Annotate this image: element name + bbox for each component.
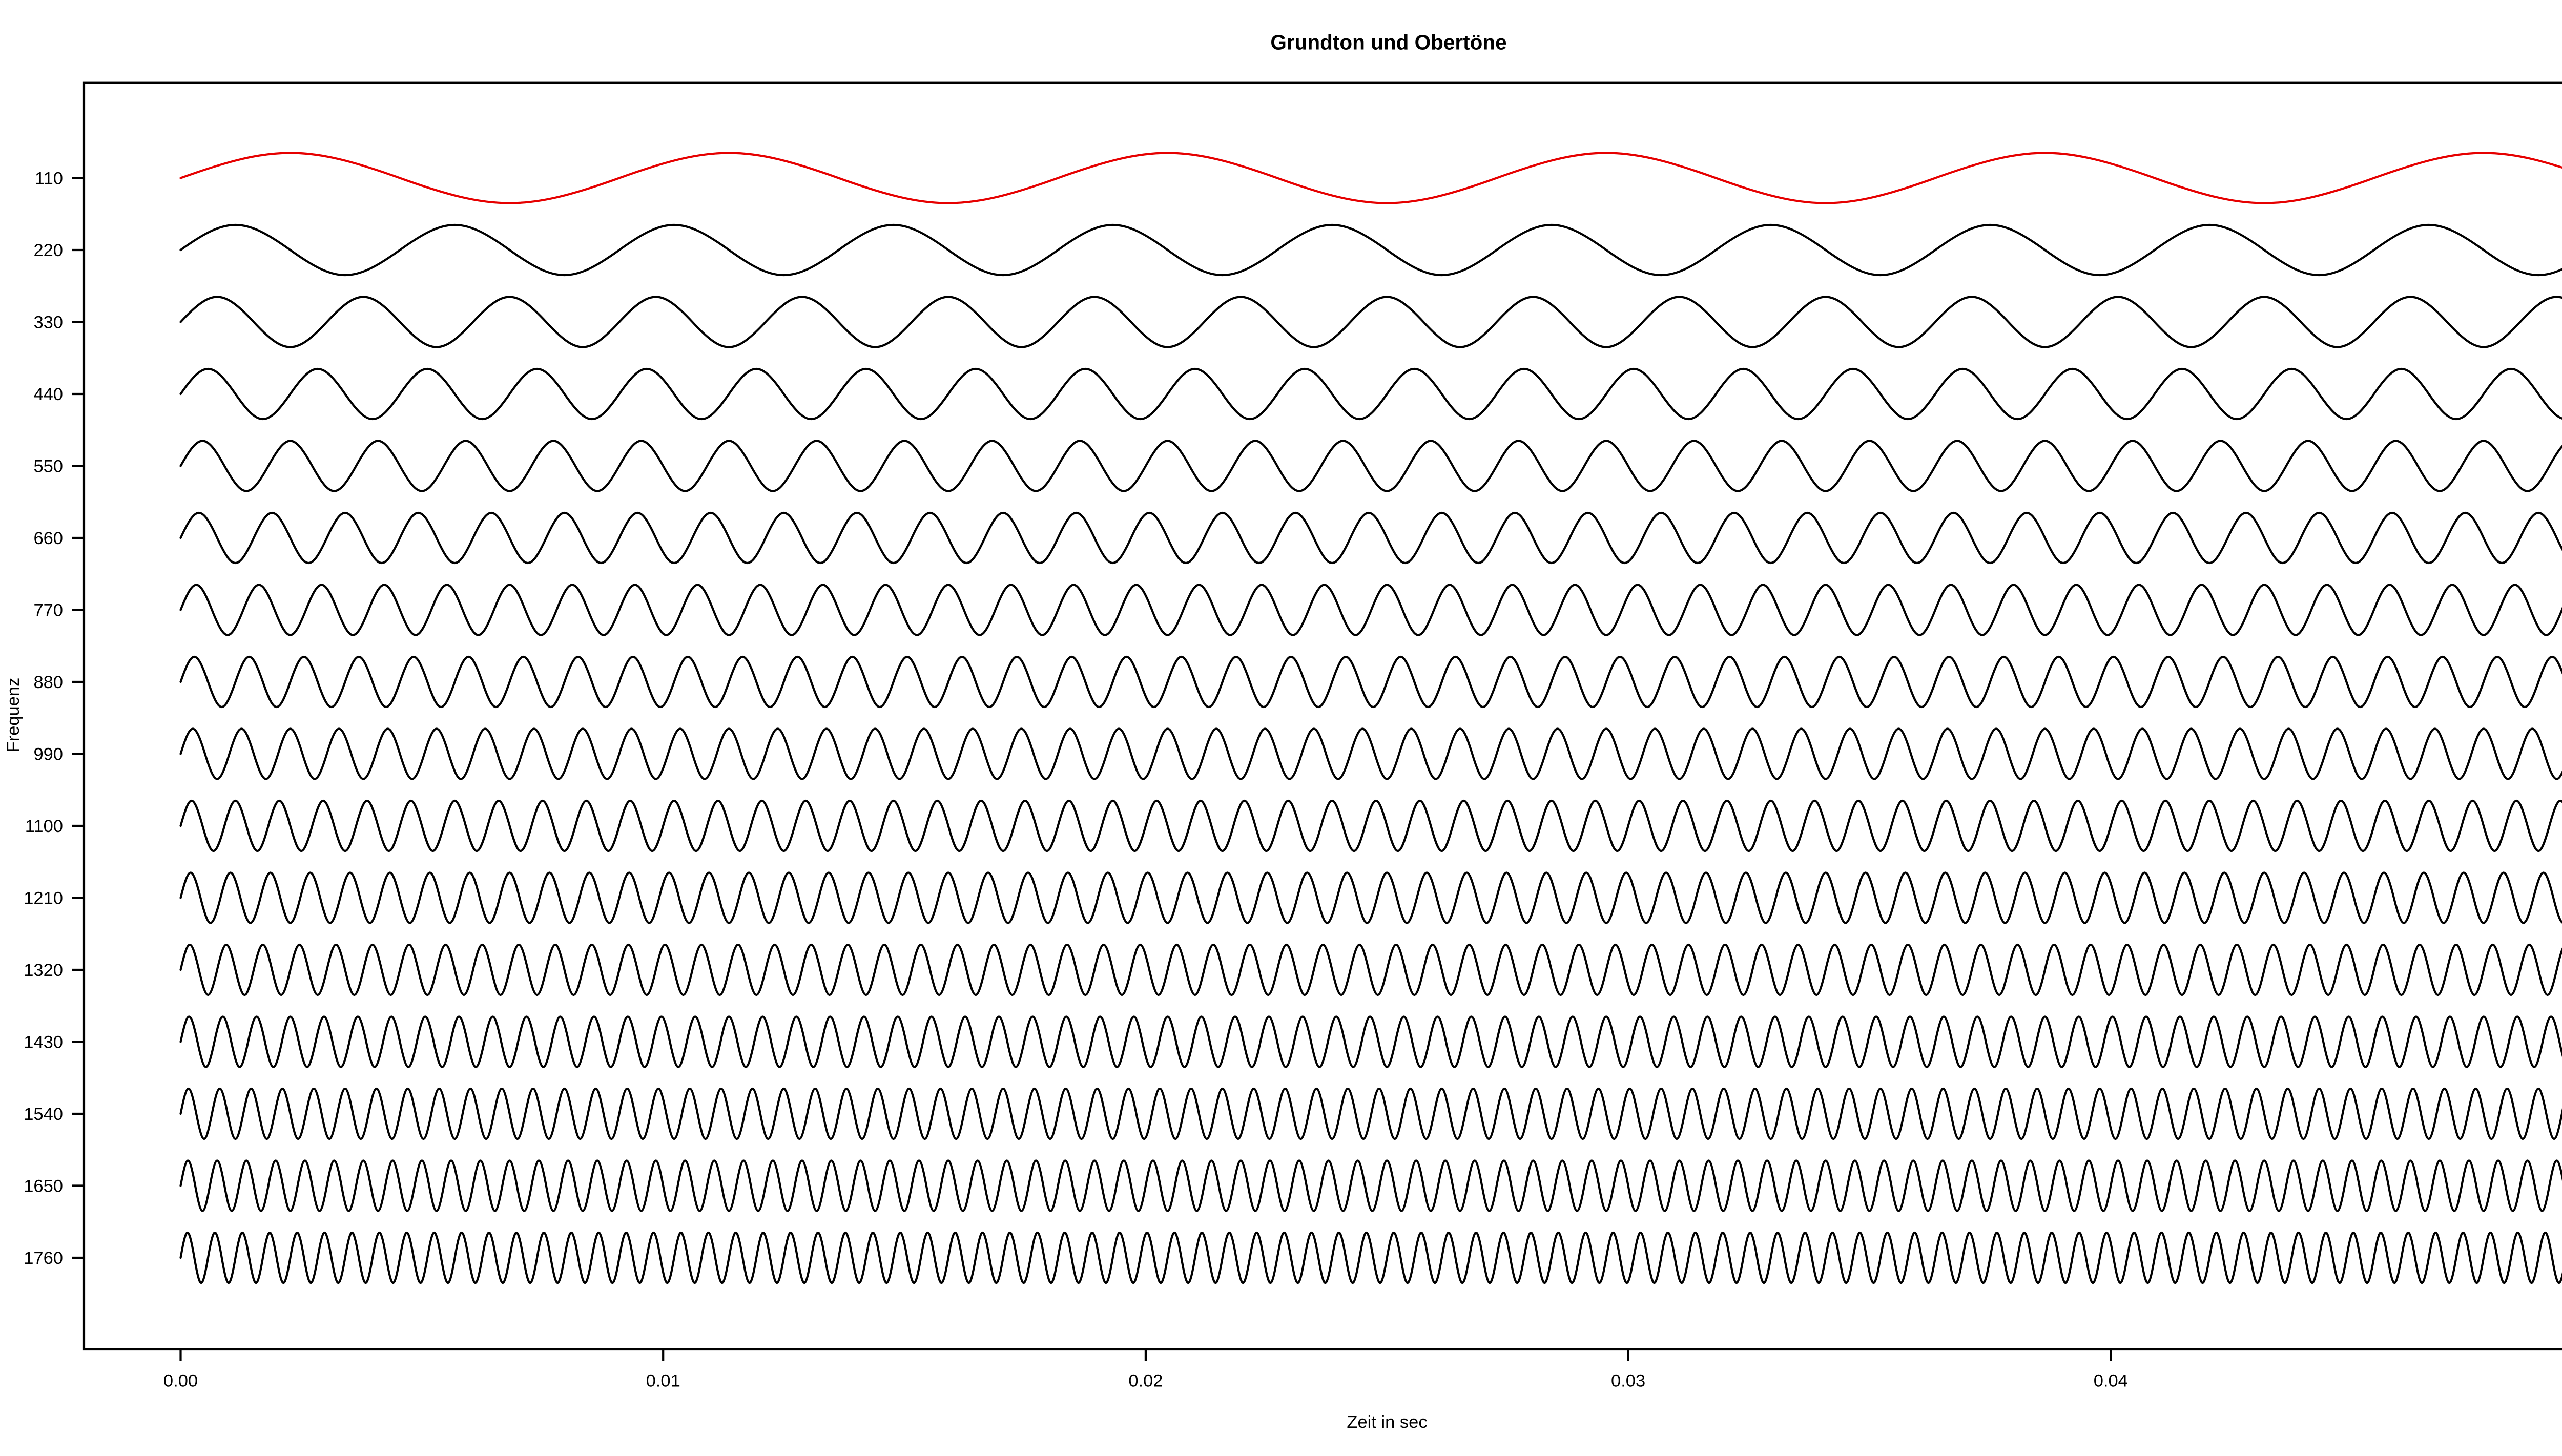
svg-text:1320: 1320 [24, 961, 63, 980]
svg-text:Grundton und Obertöne: Grundton und Obertöne [1270, 31, 1506, 54]
svg-text:Zeit in sec: Zeit in sec [1347, 1412, 1427, 1432]
svg-text:110: 110 [35, 169, 63, 189]
svg-text:440: 440 [33, 385, 63, 404]
svg-text:0.01: 0.01 [646, 1371, 680, 1391]
svg-text:550: 550 [33, 457, 63, 476]
svg-text:1210: 1210 [24, 889, 63, 908]
svg-text:0.00: 0.00 [163, 1371, 198, 1391]
svg-text:220: 220 [33, 241, 63, 260]
svg-text:Frequenz: Frequenz [4, 678, 23, 753]
svg-text:1540: 1540 [24, 1105, 63, 1124]
svg-text:330: 330 [33, 313, 63, 332]
svg-text:1760: 1760 [24, 1249, 63, 1268]
svg-text:0.03: 0.03 [1611, 1371, 1645, 1391]
svg-text:1650: 1650 [24, 1177, 63, 1196]
svg-text:660: 660 [33, 529, 63, 548]
svg-text:770: 770 [33, 601, 63, 620]
svg-text:0.04: 0.04 [2094, 1371, 2128, 1391]
svg-text:0.02: 0.02 [1128, 1371, 1163, 1391]
svg-text:1100: 1100 [25, 817, 63, 836]
svg-text:990: 990 [33, 745, 63, 764]
svg-text:1430: 1430 [24, 1033, 63, 1052]
svg-text:880: 880 [33, 673, 63, 692]
